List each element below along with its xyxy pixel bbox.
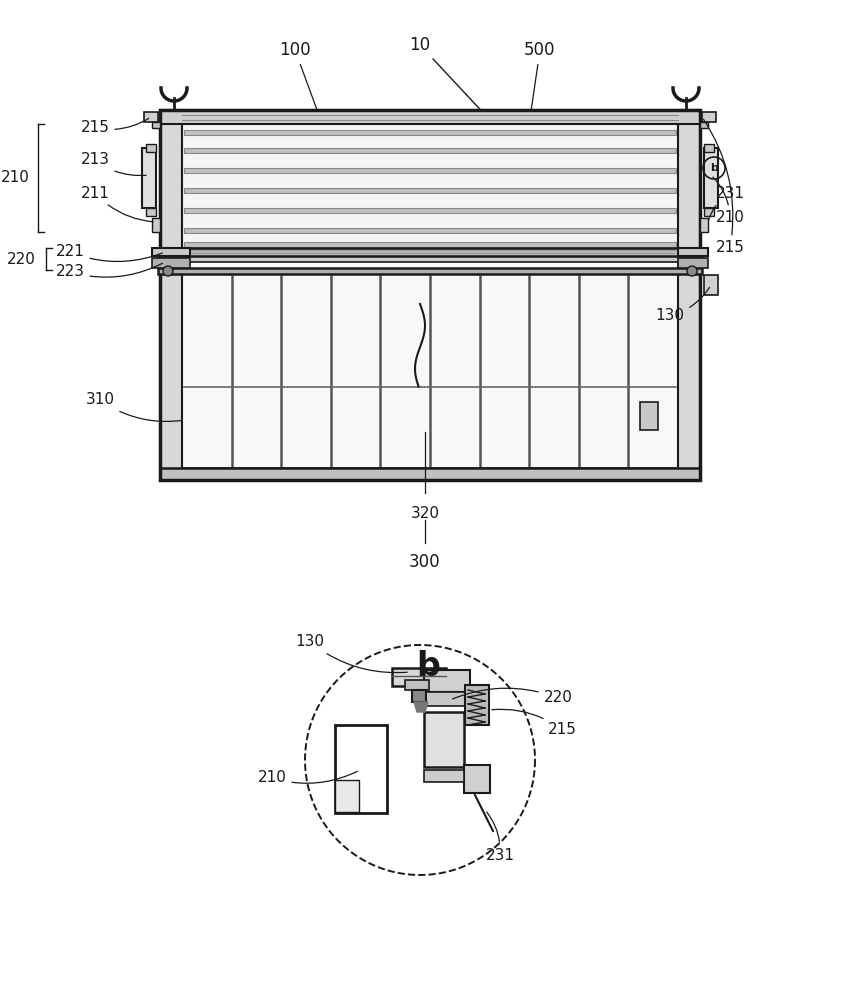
Text: 213: 213 [81,152,146,176]
Text: 320: 320 [410,506,440,521]
Bar [184,168,676,173]
Bar [700,122,708,128]
Bar [146,208,156,216]
Text: 231: 231 [485,812,515,862]
Bar [424,692,466,706]
Text: 221: 221 [56,244,162,262]
Bar [160,256,700,262]
Text: 500: 500 [524,41,556,115]
Text: 310: 310 [86,392,182,421]
Bar [158,248,702,256]
Circle shape [163,266,173,276]
Bar [152,258,190,268]
Bar [405,680,429,690]
Text: 300: 300 [410,553,441,571]
Circle shape [687,266,697,276]
Text: 223: 223 [56,263,162,279]
Bar [678,248,708,256]
Bar [335,780,359,812]
Bar [182,274,678,468]
Text: 215: 215 [81,118,149,135]
Bar [424,670,470,692]
Text: 100: 100 [279,41,319,115]
Text: b: b [416,650,440,684]
Bar [335,725,387,813]
Bar [392,668,446,686]
Text: 231: 231 [709,186,744,219]
Bar [700,218,708,232]
Text: 210: 210 [713,177,744,226]
Bar [184,208,676,213]
Text: 215: 215 [704,119,744,255]
Text: 130: 130 [295,635,407,673]
Bar [704,208,714,216]
Polygon shape [414,702,428,712]
Bar [158,268,702,274]
Bar [182,124,678,255]
Bar [184,242,676,247]
Bar [152,218,160,232]
Text: 215: 215 [492,709,576,738]
Bar [152,122,160,128]
Text: 220: 220 [7,251,36,266]
Bar [412,690,426,702]
Bar [424,712,464,767]
Bar [704,148,718,208]
Text: 210: 210 [1,170,30,186]
Bar [184,148,676,153]
Bar [160,110,700,124]
Bar [146,144,156,152]
Bar [144,112,158,122]
Text: 210: 210 [257,770,357,786]
Bar [424,770,464,782]
Text: 130: 130 [655,287,710,324]
Bar [160,110,182,480]
Bar [184,228,676,233]
Bar [465,685,489,725]
Bar [464,765,490,793]
Bar [184,188,676,193]
Bar [142,148,156,208]
Text: b: b [710,163,718,173]
Text: 211: 211 [81,186,153,222]
Text: 10: 10 [410,36,487,117]
Bar [160,468,700,480]
Bar [640,402,658,430]
Bar [678,258,708,268]
Bar [152,248,190,256]
Bar [184,130,676,135]
Text: 220: 220 [452,688,573,706]
Bar [678,110,700,480]
Bar [704,144,714,152]
Bar [704,275,718,295]
Bar [702,112,716,122]
Bar [160,110,700,480]
